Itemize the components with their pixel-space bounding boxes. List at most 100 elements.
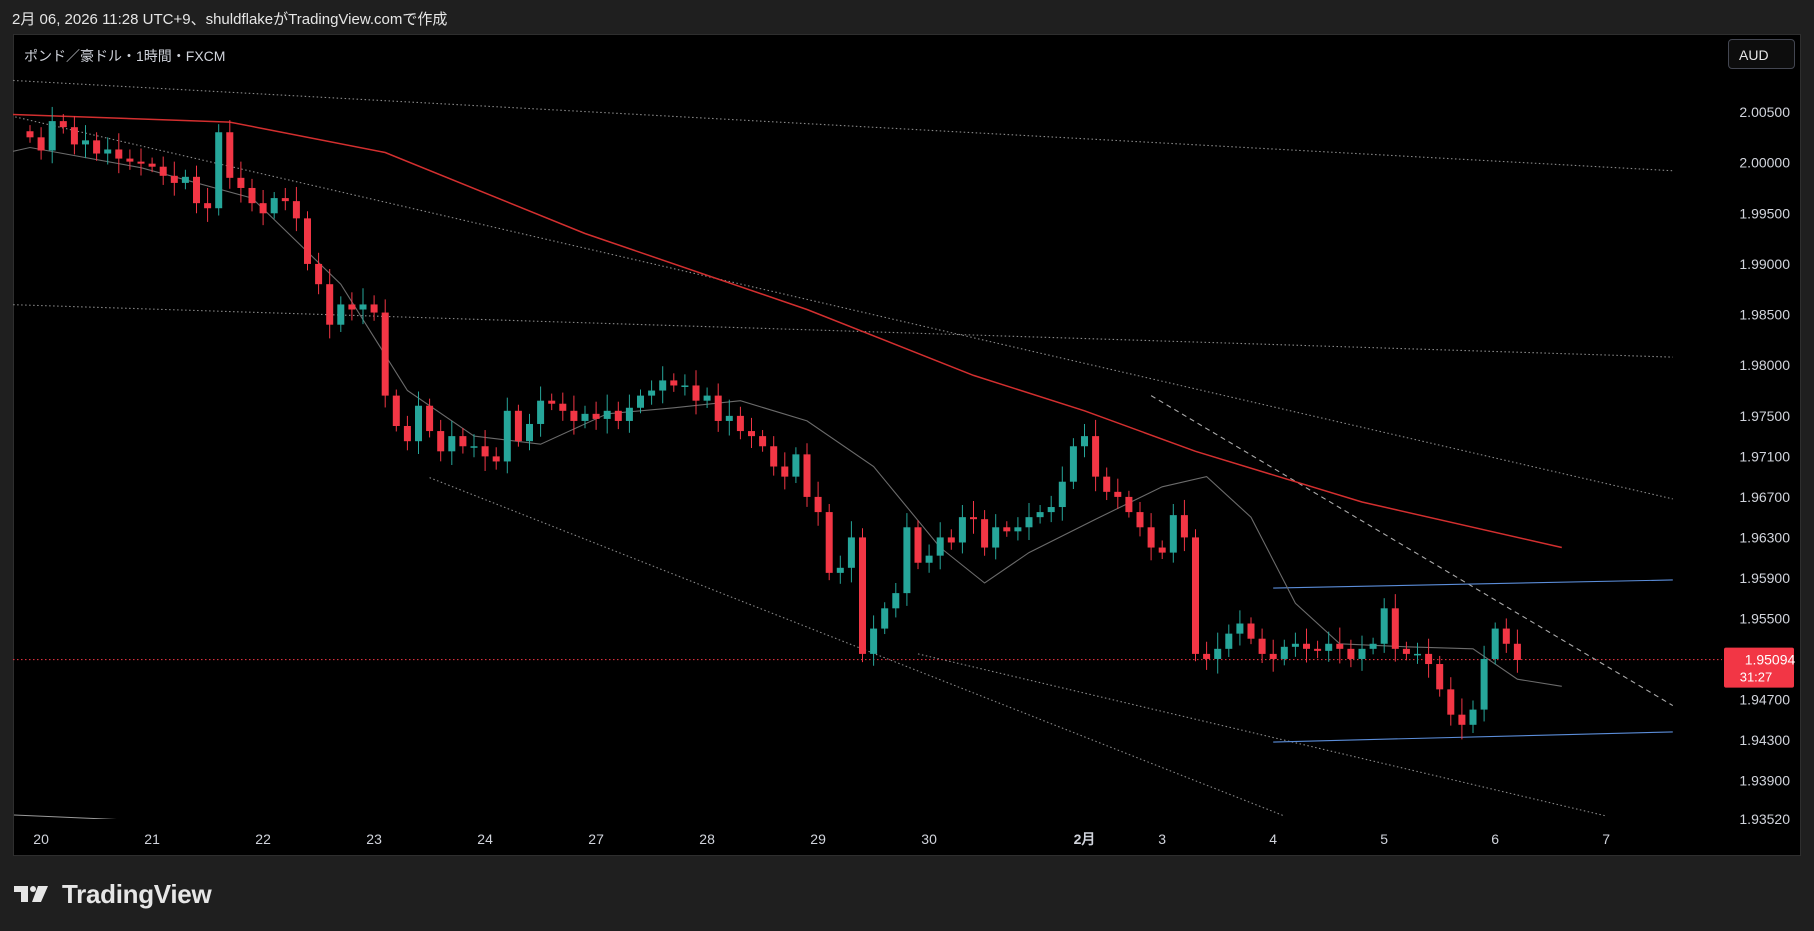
chart-panel[interactable] bbox=[13, 34, 1801, 856]
y-tick-label: 1.98000 bbox=[1739, 357, 1790, 373]
candle bbox=[1380, 598, 1388, 653]
candle-body bbox=[548, 400, 556, 404]
candle bbox=[181, 169, 189, 190]
candle bbox=[59, 114, 67, 134]
x-tick-label: 21 bbox=[144, 831, 160, 847]
candle bbox=[859, 528, 866, 663]
candle-body bbox=[1192, 537, 1199, 654]
candle bbox=[226, 120, 234, 189]
candle bbox=[892, 582, 900, 618]
lower-channel-line bbox=[429, 477, 1285, 817]
candle bbox=[803, 443, 811, 507]
candle bbox=[159, 156, 167, 185]
candle bbox=[1303, 628, 1310, 663]
candle bbox=[736, 406, 744, 440]
candle-body bbox=[1225, 633, 1233, 649]
candle bbox=[470, 434, 478, 458]
y-tick-label: 2.00500 bbox=[1739, 104, 1790, 120]
candle-body bbox=[415, 405, 422, 442]
candle bbox=[292, 186, 300, 232]
candle-body bbox=[426, 405, 434, 432]
candle bbox=[770, 436, 778, 476]
candle bbox=[992, 514, 1000, 560]
candle-body bbox=[1158, 547, 1166, 553]
candle-body bbox=[1047, 507, 1055, 513]
candle-body bbox=[115, 149, 123, 159]
candle bbox=[1436, 655, 1444, 697]
currency-button[interactable]: AUD bbox=[1728, 39, 1795, 69]
candle-body bbox=[270, 198, 278, 214]
candle bbox=[870, 615, 878, 666]
candle-body bbox=[692, 385, 700, 401]
candle bbox=[126, 149, 134, 170]
candle bbox=[570, 395, 578, 435]
candle bbox=[881, 602, 889, 635]
candle-body bbox=[1025, 517, 1033, 528]
candle-body bbox=[1136, 512, 1144, 528]
y-tick-label: 1.96300 bbox=[1739, 529, 1790, 545]
candle bbox=[1003, 521, 1011, 537]
x-tick-label: 2月 bbox=[1074, 831, 1096, 847]
candle bbox=[248, 178, 256, 212]
x-tick-label: 4 bbox=[1269, 831, 1277, 847]
candle bbox=[1358, 635, 1366, 671]
candle-body bbox=[1214, 648, 1222, 659]
candle bbox=[603, 394, 611, 434]
short-downtrend-line bbox=[1150, 395, 1674, 707]
candle bbox=[1325, 631, 1333, 662]
candle-body bbox=[559, 403, 567, 411]
candle-body bbox=[670, 380, 678, 386]
candle-body bbox=[836, 567, 844, 573]
candle-body bbox=[526, 423, 533, 442]
candle bbox=[659, 366, 667, 404]
candle bbox=[481, 430, 489, 471]
candle bbox=[592, 401, 600, 430]
candle bbox=[1480, 645, 1488, 722]
candle-body bbox=[637, 395, 644, 408]
candle bbox=[1491, 622, 1499, 665]
candle-body bbox=[1502, 628, 1510, 644]
symbol-title[interactable]: ポンド／豪ドル・1時間・FXCM bbox=[24, 48, 226, 64]
x-tick-label: 22 bbox=[255, 831, 271, 847]
candle bbox=[1125, 490, 1133, 518]
candle bbox=[1414, 642, 1421, 664]
x-tick-label: 28 bbox=[699, 831, 715, 847]
y-tick-label: 1.95900 bbox=[1739, 570, 1790, 586]
candle bbox=[392, 389, 400, 432]
candle-body bbox=[936, 537, 944, 556]
candle bbox=[814, 481, 822, 526]
candle bbox=[1425, 638, 1433, 678]
brand-name: TradingView bbox=[62, 878, 212, 909]
candle-body bbox=[1391, 608, 1399, 649]
candle-body bbox=[470, 446, 478, 448]
candle bbox=[237, 161, 245, 203]
candle bbox=[614, 401, 622, 430]
candle bbox=[1502, 618, 1510, 653]
candle-body bbox=[281, 198, 289, 202]
candle bbox=[281, 187, 289, 211]
candle-body bbox=[1480, 658, 1488, 710]
candle bbox=[492, 447, 500, 470]
candle-body bbox=[603, 410, 611, 419]
candle bbox=[82, 125, 89, 159]
candle-body bbox=[803, 454, 811, 497]
candle-body bbox=[1380, 608, 1388, 644]
candle bbox=[503, 397, 511, 474]
candle-body bbox=[82, 140, 89, 145]
candle bbox=[670, 373, 678, 392]
drawing-segment bbox=[13, 814, 117, 819]
candle bbox=[26, 125, 34, 143]
candle bbox=[304, 211, 311, 271]
candle-body bbox=[570, 410, 578, 421]
candle-body bbox=[259, 203, 267, 214]
candle bbox=[204, 187, 212, 222]
candle bbox=[93, 132, 101, 161]
current-price-value: 1.95094 bbox=[1745, 652, 1796, 668]
candle-body bbox=[492, 456, 500, 462]
candle-body bbox=[1336, 643, 1344, 649]
brand[interactable]: TradingView bbox=[14, 878, 212, 909]
x-tick-label: 20 bbox=[33, 831, 49, 847]
candle bbox=[270, 192, 278, 219]
candle-body bbox=[70, 127, 78, 145]
